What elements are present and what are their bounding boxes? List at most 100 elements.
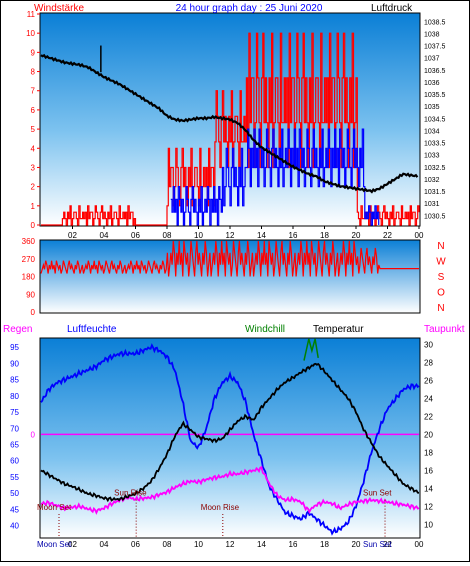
time-tick-label: 20	[352, 231, 361, 240]
wind-tick-label: 3	[31, 163, 36, 172]
pressure-tick-label: 1035	[424, 104, 440, 111]
temperature-tick-label: 22	[424, 412, 433, 421]
time-tick-label-bottom: 08	[163, 540, 172, 549]
temperature-tick-label: 14	[424, 484, 433, 493]
pressure-tick-label: 1033	[424, 153, 440, 160]
wind-direction-layer	[40, 240, 419, 277]
time-tick-label-bottom: 18	[320, 540, 329, 549]
pressure-tick-label: 1032	[424, 177, 440, 184]
legend-rain: Regen	[3, 324, 32, 335]
moon-set-xlabel: Moon Set	[37, 540, 72, 549]
compass-label: O	[437, 288, 445, 299]
wind-tick-label: 0	[31, 221, 36, 230]
humidity-tick-label: 80	[10, 392, 19, 401]
humidity-tick-label: 40	[10, 522, 19, 531]
legend-dewpoint: Taupunkt	[424, 324, 465, 335]
pressure-tick-label: 1032.5	[424, 165, 446, 172]
time-tick-label-bottom: 10	[194, 540, 203, 549]
compass-label: S	[438, 272, 445, 283]
wind-direction-plot-area	[39, 239, 421, 314]
wind-direction-line	[40, 240, 419, 277]
pressure-line	[40, 53, 419, 194]
moon-set-annotation: Moon Set	[37, 503, 72, 512]
moon-rise-annotation: Moon Rise	[201, 503, 240, 512]
direction-tick-label: 270	[22, 255, 36, 264]
graph-title: 24 hour graph day : 25 Juni 2020	[176, 3, 323, 14]
pressure-tick-label: 1035.5	[424, 92, 446, 99]
wind-tick-label: 10	[26, 29, 35, 38]
humidity-tick-label: 70	[10, 424, 19, 433]
time-tick-label: 16	[289, 231, 298, 240]
time-tick-label-bottom: 04	[100, 540, 109, 549]
direction-tick-label: 90	[26, 290, 35, 299]
pressure-tick-label: 1038	[424, 31, 440, 38]
time-tick-label: 14	[257, 231, 266, 240]
time-tick-label-bottom: 12	[226, 540, 235, 549]
sun-set-xlabel: Sun Set	[363, 540, 392, 549]
direction-tick-label: 0	[31, 308, 36, 317]
humidity-tick-label: 55	[10, 473, 19, 482]
time-tick-label: 02	[68, 231, 77, 240]
time-tick-label-bottom: 20	[352, 540, 361, 549]
wind-tick-label: 4	[31, 144, 36, 153]
wind-tick-label: 5	[31, 125, 36, 134]
temperature-tick-label: 10	[424, 520, 433, 529]
pressure-tick-label: 1036	[424, 80, 440, 87]
time-tick-label-bottom: 02	[68, 540, 77, 549]
humidity-tick-label: 85	[10, 376, 19, 385]
wind-tick-label: 8	[31, 68, 36, 77]
compass-label: N	[437, 303, 444, 314]
time-tick-label: 18	[320, 231, 329, 240]
temperature-tick-label: 26	[424, 376, 433, 385]
legend-humidity: Luftfeuchte	[67, 324, 117, 335]
pressure-axis-title: Luftdruck	[371, 3, 413, 14]
wind-speed-trace	[41, 32, 420, 226]
pressure-tick-label: 1037.5	[424, 44, 446, 51]
time-tick-label-bottom: 00	[415, 540, 424, 549]
time-tick-label-bottom: 06	[131, 540, 140, 549]
compass-label: N	[437, 241, 444, 252]
wind-tick-label: 2	[31, 183, 36, 192]
temperature-tick-label: 30	[424, 340, 433, 349]
time-tick-label: 06	[131, 231, 140, 240]
sun-set-annotation: Sun Set	[363, 489, 392, 498]
temperature-humidity-axes: 40 45 50 55 60 65 70 75 80 85 90 95 10 12 14 16 18 20 22 24…	[10, 340, 433, 549]
time-tick-label: 10	[194, 231, 203, 240]
direction-tick-label: 360	[22, 237, 36, 246]
wind-pressure-axes: 012345678910111030.510311031.510321032.5…	[26, 10, 445, 240]
pressure-tick-label: 1037	[424, 56, 440, 63]
legend-temperature: Temperatur	[313, 324, 364, 335]
time-tick-label-bottom: 16	[289, 540, 298, 549]
compass-label: W	[436, 257, 446, 268]
wind-tick-label: 6	[31, 106, 36, 115]
humidity-tick-label: 95	[10, 343, 19, 352]
humidity-tick-label: 90	[10, 359, 19, 368]
time-tick-label: 04	[100, 231, 109, 240]
legend-windchill: Windchill	[245, 324, 285, 335]
pressure-tick-label: 1036.5	[424, 68, 446, 75]
humidity-tick-label: 65	[10, 440, 19, 449]
wind-tick-label: 7	[31, 87, 36, 96]
direction-tick-label: 180	[22, 273, 36, 282]
humidity-tick-label: 45	[10, 505, 19, 514]
temperature-tick-label: 18	[424, 448, 433, 457]
pressure-tick-label: 1038.5	[424, 19, 446, 26]
dewpoint-line	[40, 465, 420, 515]
temperature-humidity-layer	[40, 338, 420, 536]
pressure-tick-label: 1034	[424, 128, 440, 135]
pressure-line-layer	[40, 45, 419, 194]
wind-tick-label: 9	[31, 48, 36, 57]
wind-tick-label: 1	[31, 202, 36, 211]
pressure-tick-label: 1030.5	[424, 213, 446, 220]
time-tick-label: 08	[163, 231, 172, 240]
temperature-tick-label: 20	[424, 430, 433, 439]
pressure-tick-label: 1034.5	[424, 116, 446, 123]
windchill-line	[303, 338, 319, 361]
humidity-tick-label: 50	[10, 489, 19, 498]
time-tick-label: 12	[226, 231, 235, 240]
time-tick-label: 22	[383, 231, 392, 240]
temperature-tick-label: 12	[424, 502, 433, 511]
temperature-tick-label: 28	[424, 358, 433, 367]
